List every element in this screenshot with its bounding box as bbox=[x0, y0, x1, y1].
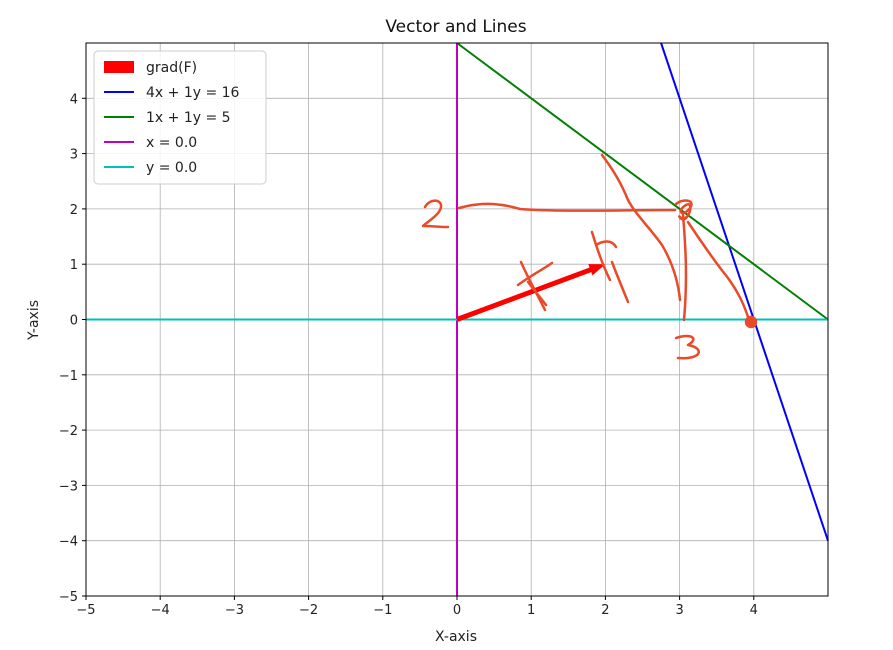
y-tick-label: −5 bbox=[59, 590, 78, 605]
y-tick-label: −3 bbox=[59, 479, 78, 494]
handwritten-f-1 bbox=[516, 260, 554, 312]
x-tick-label: −2 bbox=[299, 603, 318, 618]
y-tick-label: −1 bbox=[59, 369, 78, 384]
y-tick-label: 2 bbox=[70, 203, 78, 218]
series-line-1x-1y-5 bbox=[456, 42, 829, 321]
x-tick-label: 3 bbox=[675, 603, 683, 618]
legend: grad(F) 4x + 1y = 16 1x + 1y = 5 x = 0.0 y =… bbox=[93, 50, 267, 185]
legend-entry-label: y = 0.0 bbox=[146, 160, 197, 176]
x-tick-label: −1 bbox=[373, 603, 392, 618]
y-tick-label: 4 bbox=[70, 92, 78, 107]
series-layer bbox=[86, 42, 829, 596]
x-tick-label: −3 bbox=[225, 603, 244, 618]
x-tick-label: −5 bbox=[76, 603, 95, 618]
intersection-mark bbox=[674, 199, 693, 221]
y-tick-label: −4 bbox=[59, 535, 78, 550]
x-tick-label: 1 bbox=[527, 603, 535, 618]
x-axis-label: X-axis bbox=[435, 629, 477, 645]
guide-line-x3 bbox=[681, 212, 688, 322]
x-tick-label: −4 bbox=[151, 603, 170, 618]
curve-to-x4 bbox=[686, 220, 751, 322]
series-line-4x-1y-16 bbox=[660, 42, 829, 542]
handwritten-3 bbox=[674, 334, 700, 360]
y-tick-label: −2 bbox=[59, 424, 78, 439]
guide-line-y2 bbox=[457, 202, 677, 212]
squiggle-stroke bbox=[600, 153, 682, 302]
y-axis-label: Y-axis bbox=[26, 300, 42, 341]
y-tick-label: 0 bbox=[70, 314, 78, 329]
legend-entry-label: 4x + 1y = 16 bbox=[146, 85, 240, 101]
handwritten-f-2 bbox=[590, 230, 630, 304]
legend-entry-label: x = 0.0 bbox=[146, 135, 197, 151]
legend-box bbox=[93, 50, 267, 185]
x-tick-label: 0 bbox=[453, 603, 461, 618]
handwritten-2 bbox=[421, 199, 450, 229]
legend-entry-label: 1x + 1y = 5 bbox=[146, 110, 231, 126]
point-mark-x4 bbox=[744, 315, 758, 329]
y-tick-label: 3 bbox=[70, 148, 78, 163]
vector-arrow-grad-f bbox=[456, 264, 606, 322]
handwritten-overlay bbox=[421, 153, 758, 360]
chart-title: Vector and Lines bbox=[385, 17, 526, 37]
x-tick-label: 2 bbox=[601, 603, 609, 618]
legend-entry-label: grad(F) bbox=[146, 60, 197, 76]
legend-swatch bbox=[104, 61, 134, 73]
y-tick-label: 1 bbox=[70, 258, 78, 273]
ticks-layer: −5 −4 −3 −2 −1 0 1 2 3 4 −5 −4 −3 −2 −1 0 1 2 3 4 bbox=[59, 92, 758, 618]
x-tick-label: 4 bbox=[750, 603, 758, 618]
